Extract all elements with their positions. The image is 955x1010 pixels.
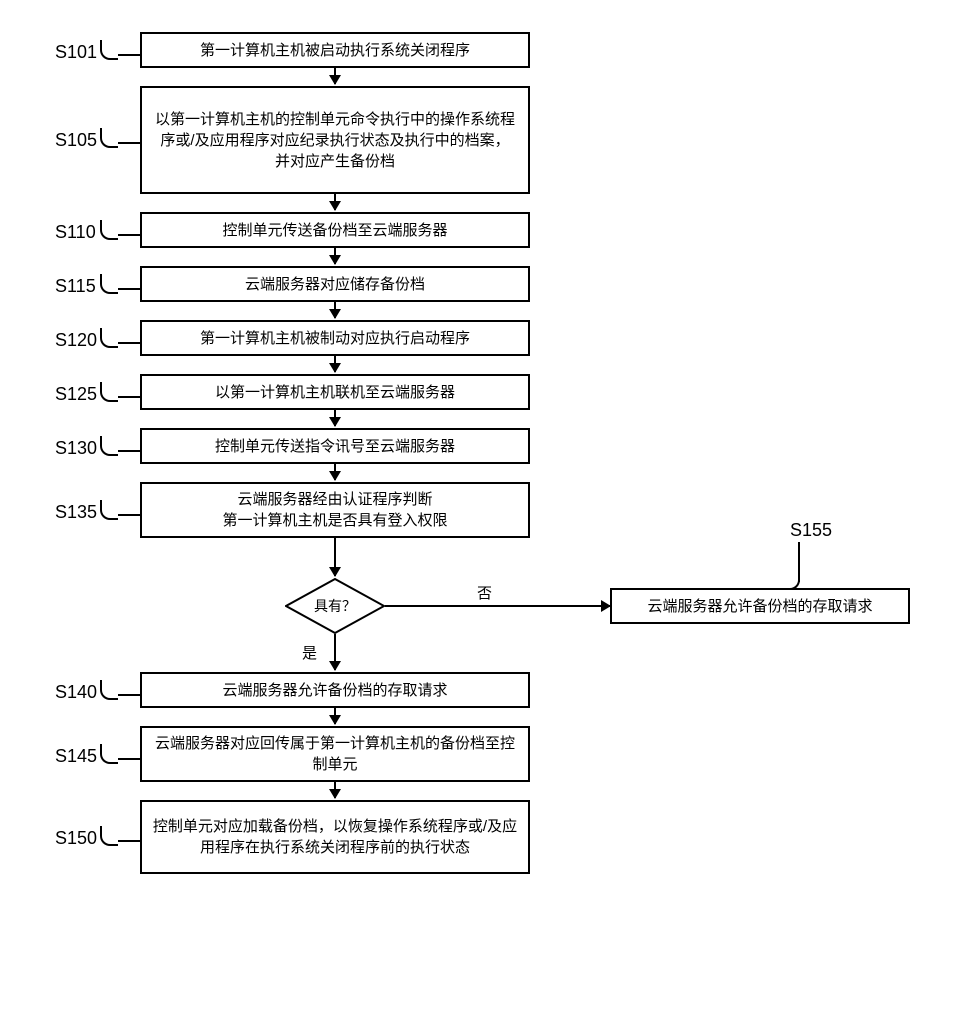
decision-text: 具有？ (285, 578, 385, 634)
step-label-s101: S101 (55, 42, 97, 63)
step-label-s125: S125 (55, 384, 97, 405)
arrow-s115-s120 (334, 302, 336, 318)
step-label-s155: S155 (790, 520, 832, 541)
box-s101: 第一计算机主机被启动执行系统关闭程序 (140, 32, 530, 68)
box-s130: 控制单元传送指令讯号至云端服务器 (140, 428, 530, 464)
box-s125: 以第一计算机主机联机至云端服务器 (140, 374, 530, 410)
box-s115: 云端服务器对应储存备份档 (140, 266, 530, 302)
arrow-s135-decision (334, 538, 336, 576)
arrow-s101-s105 (334, 68, 336, 84)
arrow-decision-no (385, 605, 610, 607)
step-label-s120: S120 (55, 330, 97, 351)
step-label-s115: S115 (55, 276, 96, 297)
arrow-s145-s150 (334, 782, 336, 798)
box-s105: 以第一计算机主机的控制单元命令执行中的操作系统程序或/及应用程序对应纪录执行状态… (140, 86, 530, 194)
step-label-s145: S145 (55, 746, 97, 767)
arrow-s105-s110 (334, 194, 336, 210)
box-s140: 云端服务器允许备份档的存取请求 (140, 672, 530, 708)
edge-label-no: 否 (475, 582, 494, 603)
arrow-s140-s145 (334, 708, 336, 724)
decision-diamond: 具有？ (285, 578, 385, 634)
box-s155: 云端服务器允许备份档的存取请求 (610, 588, 910, 624)
box-s150: 控制单元对应加载备份档，以恢复操作系统程序或/及应用程序在执行系统关闭程序前的执… (140, 800, 530, 874)
edge-label-yes: 是 (300, 642, 319, 663)
arrow-s110-s115 (334, 248, 336, 264)
flowchart-container: S101 第一计算机主机被启动执行系统关闭程序 S105 以第一计算机主机的控制… (20, 20, 940, 990)
step-label-s135: S135 (55, 502, 97, 523)
box-s110: 控制单元传送备份档至云端服务器 (140, 212, 530, 248)
step-label-s110: S110 (55, 222, 96, 243)
arrow-decision-yes (334, 634, 336, 670)
step-label-s150: S150 (55, 828, 97, 849)
step-label-s130: S130 (55, 438, 97, 459)
box-s145: 云端服务器对应回传属于第一计算机主机的备份档至控制单元 (140, 726, 530, 782)
box-s135: 云端服务器经由认证程序判断 第一计算机主机是否具有登入权限 (140, 482, 530, 538)
arrow-s130-s135 (334, 464, 336, 480)
arrow-s125-s130 (334, 410, 336, 426)
arrow-s120-s125 (334, 356, 336, 372)
box-s120: 第一计算机主机被制动对应执行启动程序 (140, 320, 530, 356)
step-label-s140: S140 (55, 682, 97, 703)
step-label-s105: S105 (55, 130, 97, 151)
